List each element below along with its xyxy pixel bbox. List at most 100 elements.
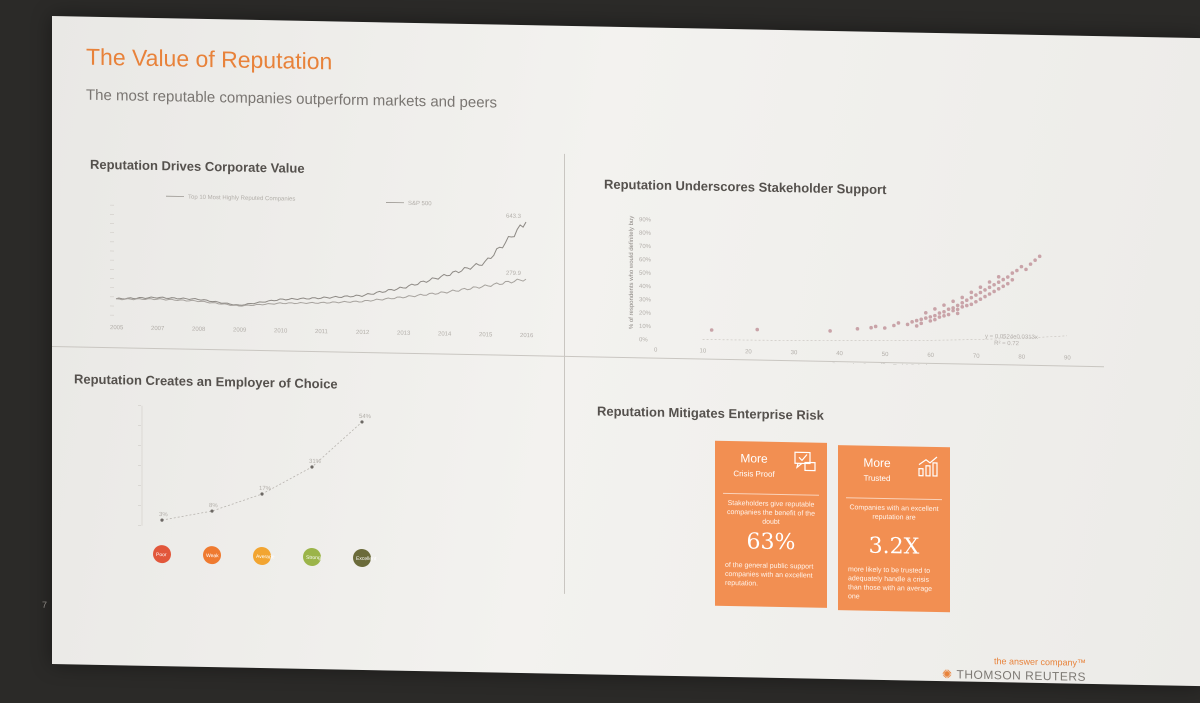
- scatter-point: [978, 285, 983, 289]
- growth-chart-icon: [918, 456, 938, 477]
- scatter-point: [933, 313, 937, 318]
- scatter-point: [942, 303, 946, 307]
- trusted-card: More Trusted Companies with an excellent…: [838, 445, 950, 613]
- data-point: [260, 492, 264, 496]
- corporate-value-title: Reputation Drives Corporate Value: [90, 156, 305, 176]
- card-stat: 63%: [746, 529, 796, 556]
- scatter-point: [974, 293, 978, 297]
- slide: The Value of Reputation The most reputab…: [42, 16, 1200, 687]
- y-tick-label: 10%: [639, 324, 652, 330]
- category-label: Average: [256, 554, 275, 560]
- y-tick-label: 20%: [639, 311, 652, 317]
- x-tick-label: 2016: [520, 333, 534, 339]
- scatter-point: [1010, 271, 1015, 275]
- scatter-point: [987, 285, 992, 290]
- trend-line: [161, 421, 363, 521]
- equation-label: y = 0.0524e0.0313x: [985, 334, 1038, 341]
- card-heading: More Trusted: [838, 455, 916, 484]
- brand-tagline: the answer company™: [993, 656, 1087, 668]
- scatter-point: [1028, 262, 1033, 266]
- value-label: 31%: [309, 459, 322, 465]
- scatter-point: [923, 310, 928, 315]
- employer-choice-chart: 3% Poor 8% Weak 17% Average 31% Strong 54% Excell…: [138, 405, 377, 567]
- scatter-point: [1037, 254, 1042, 259]
- scatter-point: [1024, 267, 1028, 272]
- x-tick-label: 70: [973, 354, 980, 360]
- x-tick-label: 2015: [479, 332, 493, 338]
- scatter-point: [951, 308, 955, 313]
- scatter-point: [946, 307, 951, 312]
- series-line: [115, 221, 527, 306]
- value-label: 8%: [209, 503, 218, 509]
- scatter-point: [1005, 275, 1010, 279]
- scatter-point: [937, 311, 942, 315]
- category-badge: [353, 548, 371, 567]
- category-badge: [253, 547, 271, 566]
- scatter-point: [1010, 277, 1015, 282]
- scatter-point: [933, 307, 937, 311]
- scatter-point: [1019, 264, 1024, 269]
- x-tick-label: 50: [882, 352, 889, 358]
- category-badge: [303, 547, 321, 566]
- x-tick-label: 2010: [274, 328, 288, 334]
- brand-name: THOMSON REUTERS: [956, 667, 1087, 684]
- brand-logo: the answer company™ ✺ THOMSON REUTERS: [942, 655, 1086, 686]
- scatter-point: [855, 326, 860, 331]
- scatter-point: [960, 295, 965, 300]
- card-heading-text: More: [863, 455, 891, 471]
- scatter-point: [873, 324, 878, 329]
- scatter-point: [992, 282, 996, 287]
- page-number: 7: [42, 599, 48, 610]
- scatter-point: [755, 327, 760, 332]
- scatter-point: [928, 315, 933, 319]
- scatter-point: [1033, 258, 1037, 263]
- scatter-point: [892, 323, 896, 328]
- data-point: [160, 518, 164, 522]
- x-tick-label: 90: [1064, 355, 1071, 361]
- y-tick-label: 40%: [639, 284, 652, 290]
- card-subheading-text: Crisis Proof: [733, 469, 775, 479]
- scatter-point: [951, 306, 955, 310]
- data-point: [360, 420, 364, 424]
- y-tick-label: 70%: [639, 244, 652, 250]
- x-tick-label: 30: [791, 350, 798, 356]
- scatter-point: [996, 287, 1001, 291]
- scatter-point: [828, 329, 832, 333]
- series-end-label: 643.3: [506, 214, 522, 220]
- card-heading: More Crisis Proof: [715, 451, 793, 479]
- series-end-label: 279.9: [506, 271, 522, 277]
- x-tick-label: 2013: [397, 331, 411, 337]
- y-tick-label: 30%: [639, 297, 652, 303]
- x-tick-label: 2005: [110, 325, 124, 331]
- scatter-point: [905, 322, 910, 327]
- stakeholder-support-title: Reputation Underscores Stakeholder Suppo…: [604, 176, 887, 198]
- card-subheading-text: Trusted: [863, 473, 891, 484]
- y-tick-label: 90%: [639, 217, 652, 223]
- series-line: [115, 278, 527, 307]
- card-stat: 3.2X: [868, 533, 920, 560]
- scatter-point: [960, 305, 965, 309]
- card-rule: [723, 492, 819, 496]
- x-tick-label: 2009: [233, 327, 247, 333]
- scatter-point: [978, 297, 983, 301]
- scatter-point: [992, 289, 996, 294]
- scatter-point: [969, 295, 974, 300]
- slide-subtitle: The most reputable companies outperform …: [86, 86, 498, 112]
- data-point: [310, 465, 314, 469]
- scatter-point: [919, 317, 924, 322]
- scatter-point: [1015, 268, 1019, 273]
- scatter-point: [955, 311, 960, 316]
- card-rule: [846, 497, 942, 501]
- chat-check-icon: [794, 451, 816, 472]
- scatter-point: [923, 316, 928, 320]
- scatter-point: [937, 315, 942, 319]
- scatter-point: [946, 312, 951, 317]
- scatter-point: [933, 317, 937, 322]
- scatter-point: [942, 309, 946, 314]
- scatter-point: [987, 280, 992, 284]
- scatter-point: [896, 321, 901, 325]
- brand-dots-icon: ✺: [942, 667, 953, 682]
- x-tick-label: 2014: [438, 331, 452, 337]
- scatter-point: [928, 319, 933, 323]
- scatter-point: [1005, 281, 1010, 286]
